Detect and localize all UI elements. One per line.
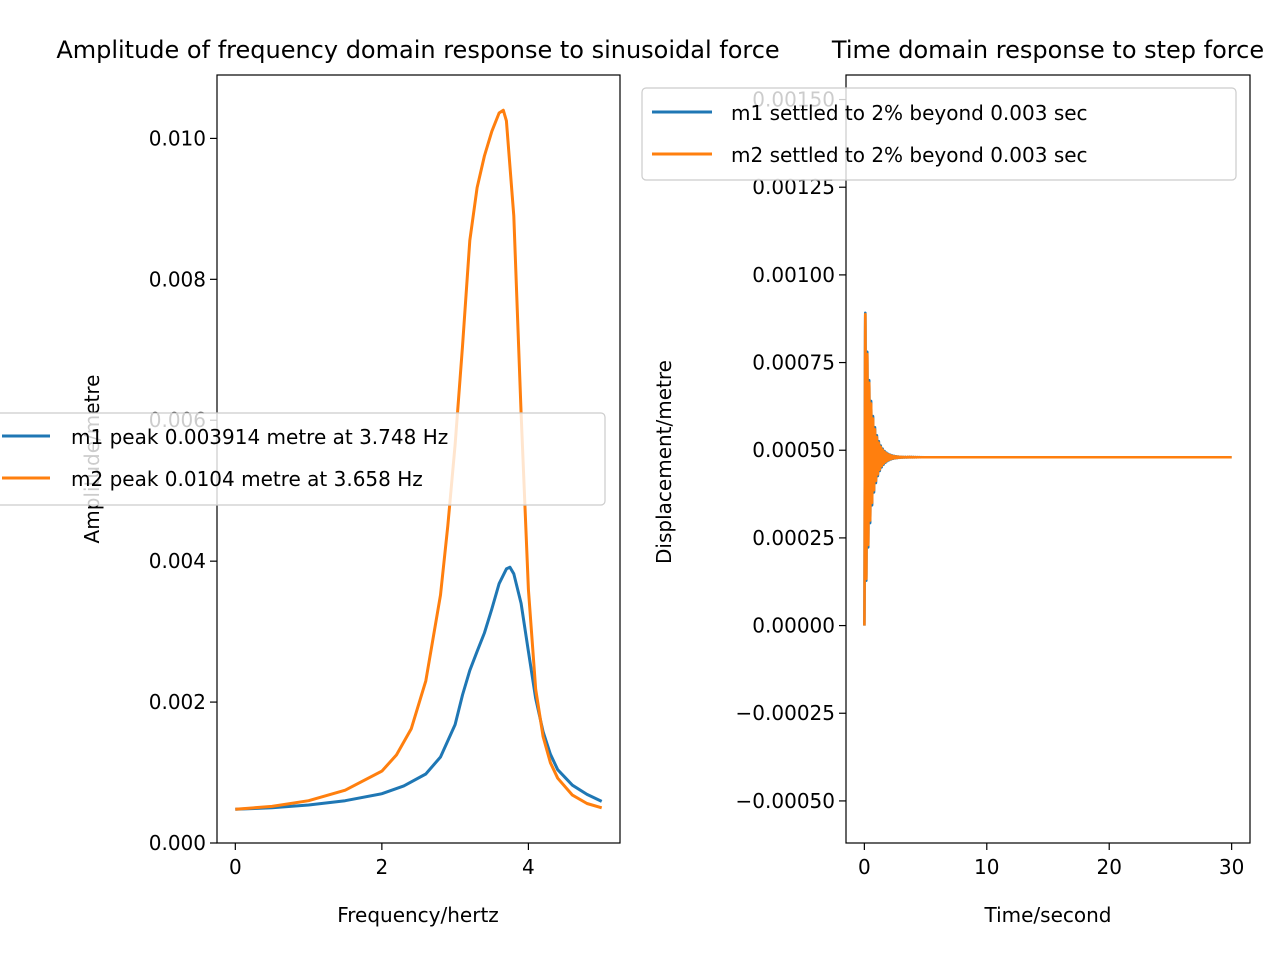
right-chart-title: Time domain response to step force [831,36,1264,64]
left-legend-label-m1: m1 peak 0.003914 metre at 3.748 Hz [71,425,448,449]
right-y-tick-label: 0.00075 [752,351,835,375]
left-x-tick-label: 4 [522,855,535,879]
right-y-tick-label: 0.00050 [752,438,835,462]
left-series-group [235,108,603,811]
right-y-tick-label: −0.00025 [736,701,835,725]
right-y-tick-label: 0.00000 [752,614,835,638]
right-x-tick-label: 20 [1096,855,1121,879]
left-y-tick-label: 0.000 [149,831,206,855]
left-y-tick-label: 0.010 [149,126,206,150]
right-y-tick-label: 0.00100 [752,263,835,287]
left-x-axis-ticks: 0 2 4 [229,843,535,879]
right-legend-box [641,87,1237,181]
left-x-axis-label: Frequency/hertz [337,903,499,927]
right-x-tick-label: 30 [1219,855,1244,879]
right-legend-label-m2: m2 settled to 2% beyond 0.003 sec [731,143,1088,167]
right-series-group [863,311,1233,627]
left-series-line-m2 [235,108,603,811]
left-legend-label-m2: m2 peak 0.0104 metre at 3.658 Hz [71,467,423,491]
left-y-tick-label: 0.008 [149,267,206,291]
right-series-line-m2 [863,312,1233,627]
left-y-tick-label: 0.002 [149,690,206,714]
right-y-tick-label: −0.00050 [736,789,835,813]
left-legend-box [0,412,606,506]
left-x-tick-label: 2 [375,855,388,879]
right-y-axis-label: Displacement/metre [652,360,676,564]
right-x-axis-ticks: 0 10 20 30 [858,843,1244,879]
left-chart-title: Amplitude of frequency domain response t… [56,36,779,64]
right-y-tick-label: 0.00025 [752,526,835,550]
right-x-axis-label: Time/second [983,903,1111,927]
left-legend: m1 peak 0.003914 metre at 3.748 Hz m2 pe… [0,412,606,506]
left-series-line-m1 [235,565,603,811]
left-x-tick-label: 0 [229,855,242,879]
right-legend: m1 settled to 2% beyond 0.003 sec m2 set… [641,87,1237,181]
right-plot-frame [845,74,1251,844]
right-legend-label-m1: m1 settled to 2% beyond 0.003 sec [731,101,1088,125]
left-chart: Amplitude of frequency domain response t… [0,36,780,927]
right-x-tick-label: 10 [974,855,999,879]
right-x-tick-label: 0 [858,855,871,879]
right-chart: Time domain response to step force 0 10 20… [641,36,1264,927]
right-y-axis-ticks: −0.00050 −0.00025 0.00000 0.00025 0.00050 0.0… [736,88,846,813]
left-y-tick-label: 0.004 [149,549,206,573]
